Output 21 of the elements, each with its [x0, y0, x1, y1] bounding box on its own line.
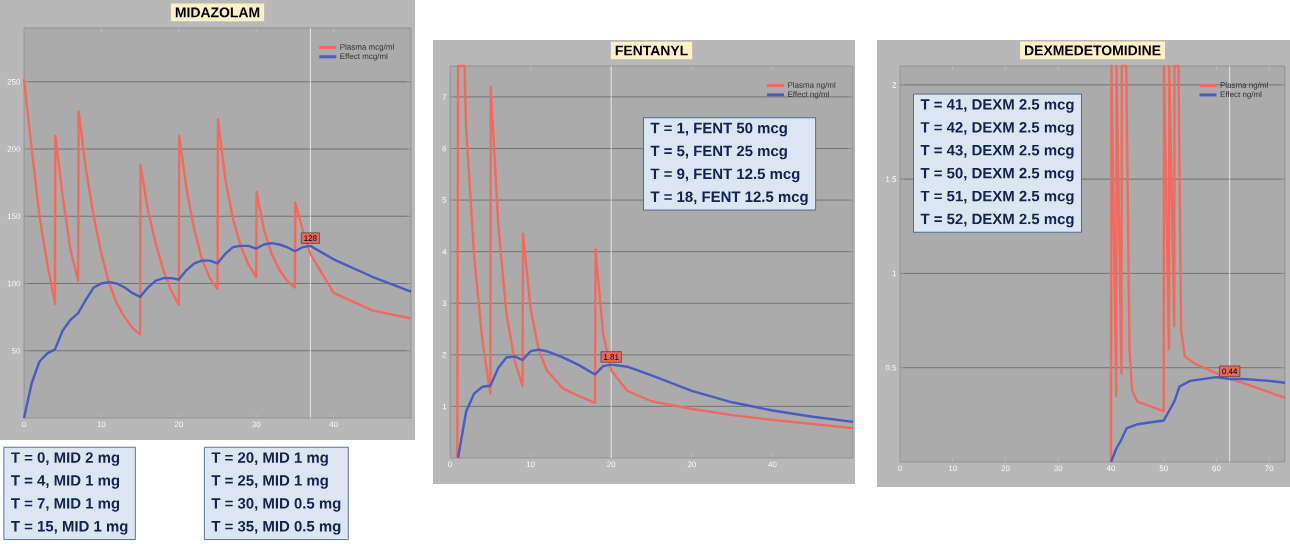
text: T = 0, MID 2 mg	[11, 452, 120, 466]
text: T = 20, MID 1 mg	[211, 452, 328, 466]
annotation: T = 43, DEXM 2.5 mcg	[920, 144, 1074, 159]
text: T = 30, MID 0.5 mg	[211, 498, 341, 512]
text: T = 25, MID 1 mg	[211, 475, 328, 489]
text: T = 15, MID 1 mg	[11, 521, 128, 535]
annotation: T = 41, DEXM 2.5 mcg	[920, 99, 1074, 113]
text: T = 4, MID 1 mg	[11, 475, 120, 489]
text: T = 7, MID 1 mg	[11, 498, 120, 512]
text: T = 35, MID 0.5 mg	[211, 520, 341, 535]
annotation: T = 1, FENT 50 mcg	[650, 122, 787, 137]
annotation: T = 42, DEXM 2.5 mcg	[920, 122, 1074, 136]
annotation: T = 5, FENT 25 mcg	[650, 145, 787, 160]
annotation: T = 9, FENT 12.5 mcg	[650, 168, 800, 183]
annotation: T = 52, DEXM 2.5 mcg	[920, 213, 1074, 228]
annotation: T = 51, DEXM 2.5 mcg	[920, 190, 1074, 205]
annotation: T = 18, FENT 12.5 mcg	[650, 191, 808, 206]
chart-title: MIDAZOLAM	[175, 7, 260, 18]
chart-title: DEXMEDETOMIDINE	[1025, 45, 1161, 56]
annotation: T = 50, DEXM 2.5 mcg	[920, 167, 1074, 182]
chart-title: FENTANYL	[615, 45, 688, 56]
